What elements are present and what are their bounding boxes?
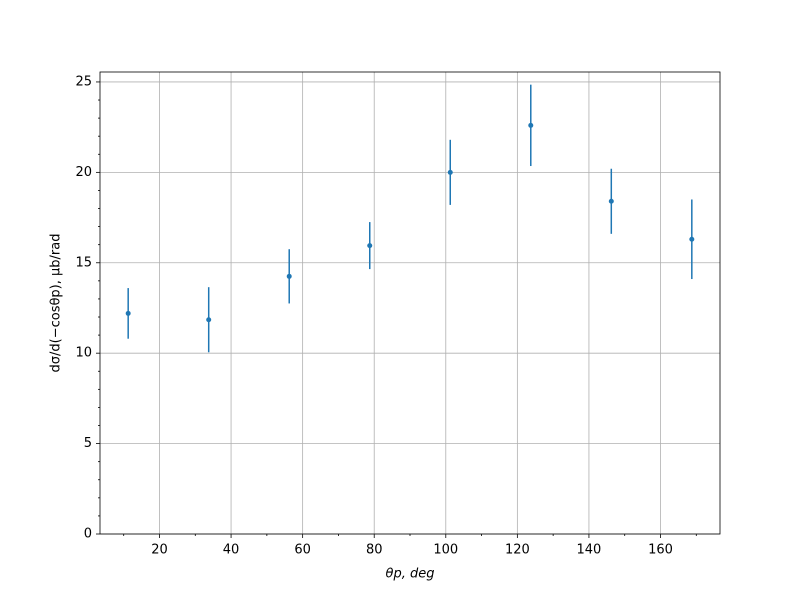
x-tick-label: 80 [366,543,383,558]
x-tick-label: 140 [577,543,602,558]
y-axis-label: dσ/d(−cosθp), μb/rad [49,234,64,373]
data-point [528,122,534,128]
data-point [447,169,453,175]
data-point [125,310,131,316]
y-tick-label: 10 [75,346,92,361]
x-tick-label: 60 [294,543,311,558]
x-tick-label: 120 [505,543,530,558]
y-tick-label: 15 [75,255,92,270]
plot-frame [99,71,721,535]
y-tick-label: 25 [75,74,92,89]
data-point [689,236,695,242]
x-tick-label: 100 [433,543,458,558]
data-point [286,273,292,279]
y-tick-label: 5 [84,436,92,451]
data-point [608,198,614,204]
data-point [206,317,212,323]
x-tick-label: 160 [648,543,673,558]
x-tick-label: 40 [223,543,240,558]
y-tick-label: 0 [84,527,92,542]
y-tick-label: 20 [75,165,92,180]
x-tick-label: 20 [151,543,168,558]
data-point [367,243,373,249]
x-axis-label: θp, deg [386,567,435,582]
